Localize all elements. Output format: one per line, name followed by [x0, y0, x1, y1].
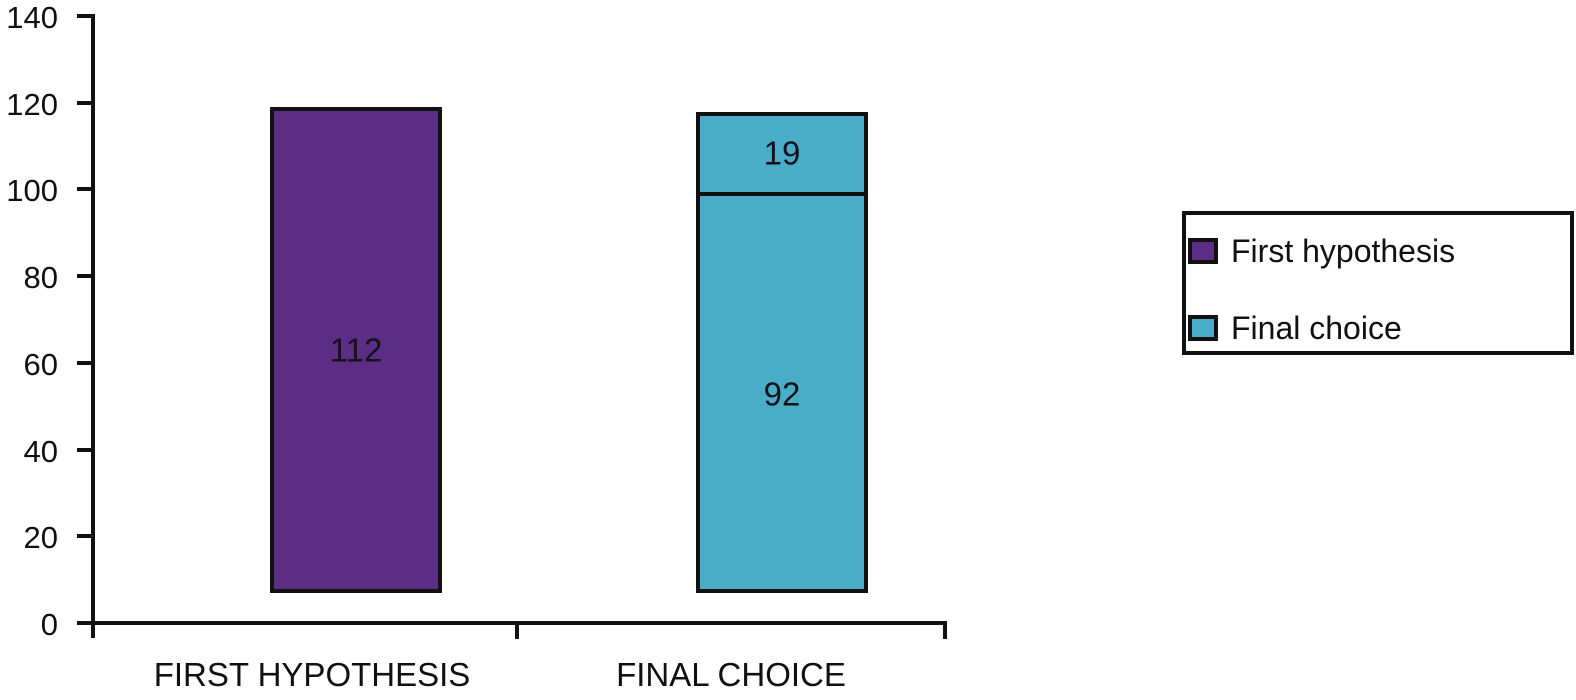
- first-hypothesis-swatch-icon: [1188, 238, 1218, 264]
- category-label: FINAL CHOICE: [616, 656, 846, 693]
- y-axis-tick-label: 120: [6, 87, 58, 122]
- x-axis-tick-mark: [943, 623, 947, 639]
- y-axis-tick-mark: [77, 274, 93, 278]
- category-label: FIRST HYPOTHESIS: [153, 656, 471, 693]
- legend-item-final-choice: Final choice: [1188, 309, 1402, 347]
- y-axis-tick-mark: [77, 621, 93, 625]
- y-axis-tick-label: 0: [40, 607, 58, 642]
- y-axis-line: [91, 14, 95, 638]
- y-axis-tick-label: 140: [6, 0, 58, 35]
- final-choice-swatch-icon: [1188, 315, 1218, 341]
- legend-label: Final choice: [1231, 310, 1402, 346]
- y-axis-tick-label: 80: [23, 260, 58, 295]
- bar-first-hypothesis: [270, 107, 442, 593]
- bar-value-label: 112: [329, 331, 383, 369]
- bar-value-label: 19: [763, 134, 801, 172]
- y-axis-tick-label: 40: [23, 434, 58, 469]
- y-axis-tick-mark: [77, 101, 93, 105]
- y-axis-tick-mark: [77, 361, 93, 365]
- y-axis-tick-mark: [77, 534, 93, 538]
- y-axis-tick-label: 20: [23, 520, 58, 555]
- y-axis-tick-label: 100: [6, 173, 58, 208]
- y-axis-tick-mark: [77, 448, 93, 452]
- legend: First hypothesis Final choice: [1182, 211, 1574, 355]
- bar-value-label: 92: [763, 375, 801, 413]
- x-axis-line: [91, 621, 947, 625]
- x-axis-tick-mark: [515, 623, 519, 639]
- y-axis-tick-mark: [77, 14, 93, 18]
- bar-segment-divider: [696, 192, 868, 196]
- y-axis-tick-label: 60: [23, 347, 58, 382]
- bar-final-choice: [696, 112, 868, 593]
- y-axis-tick-mark: [77, 187, 93, 191]
- legend-label: First hypothesis: [1231, 233, 1456, 269]
- legend-item-first-hypothesis: First hypothesis: [1188, 232, 1455, 270]
